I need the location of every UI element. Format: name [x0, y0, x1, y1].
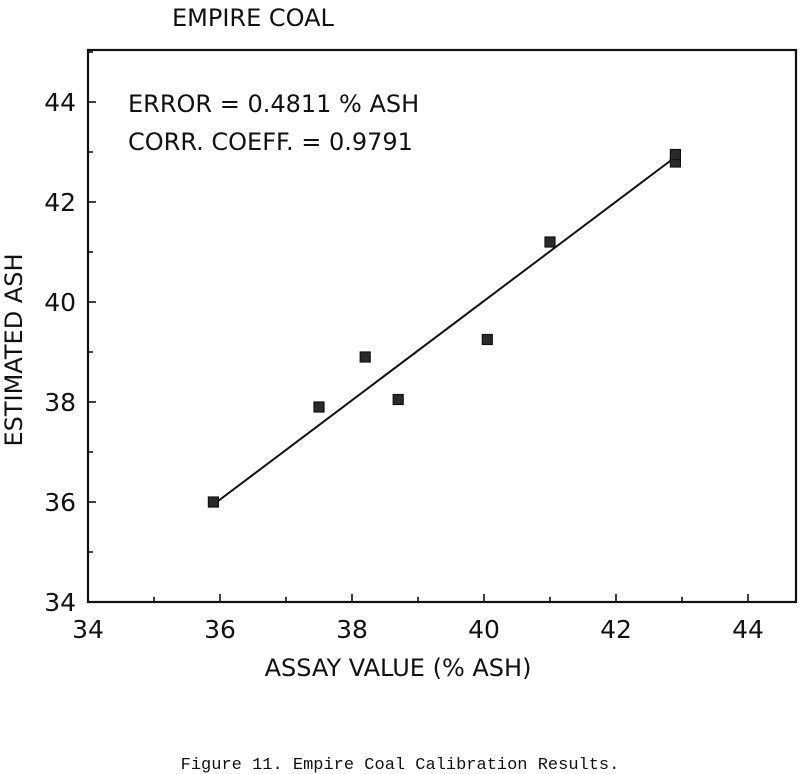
- y-tick-label: 38: [44, 388, 76, 417]
- error-annotation: ERROR = 0.4811 % ASH: [128, 90, 419, 118]
- data-points: [207, 148, 682, 508]
- corr-coeff-annotation: CORR. COEFF. = 0.9791: [128, 128, 413, 156]
- x-tick-label: 34: [72, 615, 104, 644]
- x-tick-label: 36: [204, 615, 236, 644]
- data-point: [669, 148, 682, 161]
- y-tick-label: 40: [44, 288, 76, 317]
- plot-frame: [86, 48, 798, 604]
- x-tick-label: 44: [732, 615, 764, 644]
- y-tick-label: 44: [44, 88, 76, 117]
- x-tick-label: 38: [336, 615, 368, 644]
- data-point: [392, 393, 404, 406]
- data-point: [207, 496, 219, 508]
- x-axis: 34 36 38 40 42 44: [72, 594, 764, 644]
- data-point: [544, 236, 556, 248]
- data-point: [481, 333, 493, 346]
- y-tick-label: 36: [44, 488, 76, 517]
- data-point: [313, 401, 325, 413]
- y-axis: 34 36 38 40 42 44: [44, 51, 96, 617]
- chart-title: EMPIRE COAL: [172, 4, 335, 32]
- y-tick-label: 34: [44, 588, 76, 617]
- regression-line: [212, 156, 677, 506]
- data-point: [359, 351, 371, 363]
- x-tick-label: 40: [468, 615, 500, 644]
- figure-caption: Figure 11. Empire Coal Calibration Resul…: [181, 756, 620, 774]
- x-axis-label: ASSAY VALUE (% ASH): [265, 654, 532, 682]
- y-tick-label: 42: [44, 188, 76, 217]
- x-tick-label: 42: [600, 615, 632, 644]
- y-axis-label: ESTIMATED ASH: [0, 253, 28, 446]
